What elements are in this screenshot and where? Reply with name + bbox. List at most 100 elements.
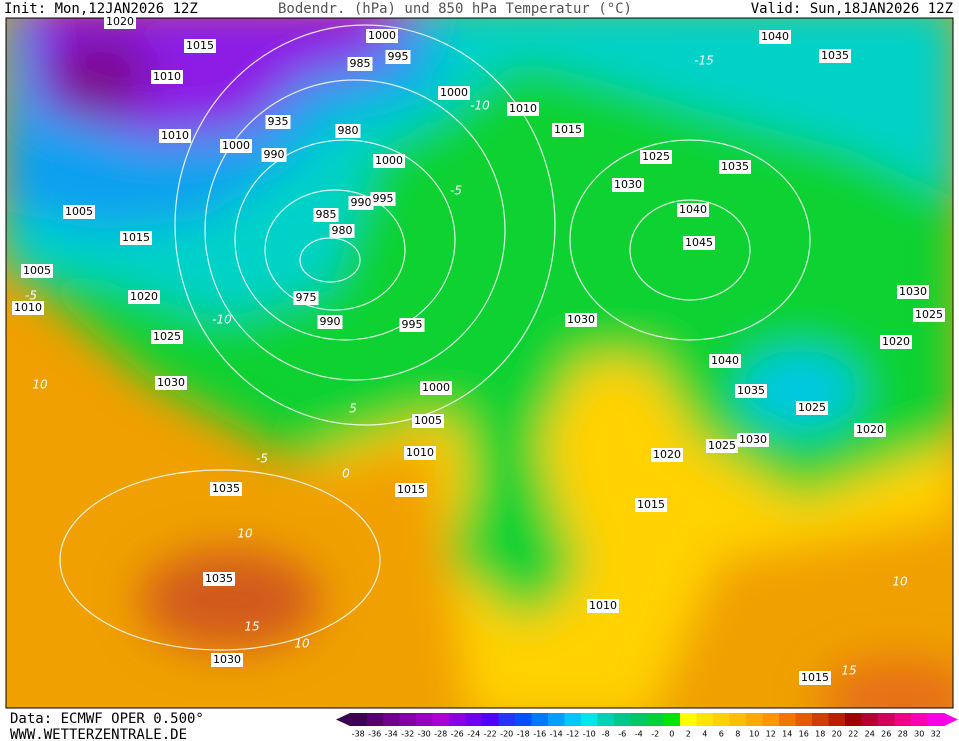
isobar-label: 1030	[157, 376, 185, 389]
isobar-label: 1010	[161, 129, 189, 142]
isobar-label-box	[317, 315, 343, 329]
isobar-label-box	[211, 653, 243, 667]
legend-label: -16	[533, 730, 546, 739]
isobar-label: 1035	[821, 49, 849, 62]
map-labels: 1020101510101010100099093510009859951000…	[12, 15, 945, 685]
isobar-label-box	[395, 483, 427, 497]
isobar-label: 1010	[509, 102, 537, 115]
temperature-label: 10	[892, 575, 908, 589]
temperature-label: 15	[244, 620, 259, 634]
isobar-label: 1025	[798, 401, 826, 414]
legend-swatch	[482, 713, 499, 726]
legend-swatch	[647, 713, 664, 726]
isobar-label-box	[759, 30, 791, 44]
legend-label: -14	[550, 730, 563, 739]
isobar-label: 1010	[406, 446, 434, 459]
isobar-label: 995	[373, 192, 394, 205]
legend-label: -24	[467, 730, 480, 739]
isobar-label: 1015	[397, 483, 425, 496]
legend-swatch	[564, 713, 582, 726]
legend-label: 26	[881, 730, 891, 739]
isobar-label: 1015	[637, 498, 665, 511]
legend-swatch	[399, 713, 417, 726]
isobar-label-box	[210, 482, 242, 496]
isobar-label-box	[438, 86, 470, 100]
legend-swatch	[383, 713, 400, 726]
map-title: Bodendr. (hPa) und 850 hPa Temperatur (°…	[278, 1, 632, 17]
isobar-label-box	[366, 29, 398, 43]
legend-swatch	[713, 713, 730, 726]
isobar-label: 1025	[708, 439, 736, 452]
legend-label: 12	[766, 730, 776, 739]
isobar-label-box	[709, 354, 741, 368]
temperature-label: -10	[212, 313, 232, 327]
isobar-label: 1025	[642, 150, 670, 163]
isobar-label: 1000	[222, 139, 250, 152]
temperature-label: 10	[294, 637, 310, 651]
isobar-label-box	[677, 203, 709, 217]
isobar-label-box	[184, 39, 216, 53]
temperature-label: -5	[256, 452, 268, 466]
isobar-label-box	[261, 148, 287, 162]
isobar-label: 1030	[213, 653, 241, 666]
temperature-label: -5	[450, 184, 462, 198]
isobar-label-box	[507, 102, 539, 116]
legend-label: -8	[602, 730, 610, 739]
isobar-label: 1030	[614, 178, 642, 191]
isobar-label: 1025	[153, 330, 181, 343]
isobar-label-box	[203, 572, 235, 586]
legend-label: 16	[799, 730, 809, 739]
isobar-label-box	[293, 291, 319, 305]
isobar-label: 1045	[685, 236, 713, 249]
website: WWW.WETTERZENTRALE.DE	[10, 727, 187, 741]
isobar-label: 990	[264, 148, 285, 161]
legend-label: -32	[401, 730, 414, 739]
isobar-label-box	[565, 313, 597, 327]
isobar-label: 1000	[375, 154, 403, 167]
color-legend: -38 -36 -34 -32 -30 -28 -26 -24 -22 -20 -18 -16 -14-…	[336, 713, 958, 739]
legend-label: -30	[418, 730, 431, 739]
isobar-label: 1000	[440, 86, 468, 99]
isobar-label: 1030	[899, 285, 927, 298]
isobar-label-box	[854, 423, 886, 437]
isobar-label-box	[587, 599, 619, 613]
temperature-label: 10	[237, 527, 253, 541]
isobar-label: 935	[268, 115, 289, 128]
legend-label: -28	[434, 730, 447, 739]
isobar-label-box	[21, 264, 53, 278]
isobar-label-box	[335, 124, 361, 138]
isobar-label-box	[552, 123, 584, 137]
legend-label: 14	[782, 730, 792, 739]
isobar-label: 995	[402, 318, 423, 331]
temperature-label: -10	[470, 99, 490, 113]
isobar-label: 1005	[414, 414, 442, 427]
legend-label: 20	[832, 730, 842, 739]
legend-label: 2	[686, 730, 691, 739]
legend-swatch	[597, 713, 615, 726]
isobar-label-box	[635, 498, 667, 512]
legend-label: -2	[651, 730, 659, 739]
isobar-label-box	[265, 115, 291, 129]
isobar-label: 990	[320, 315, 341, 328]
legend-swatch	[746, 713, 763, 726]
legend-swatch	[581, 713, 598, 726]
legend-label: -22	[484, 730, 497, 739]
isobar-label: 1025	[915, 308, 943, 321]
legend-label: -12	[566, 730, 579, 739]
isobar-label: 1005	[23, 264, 51, 277]
isobar-label: 1010	[589, 599, 617, 612]
isobar-label-box	[373, 154, 405, 168]
isobar-label: 985	[350, 57, 371, 70]
isobar-label: 1035	[737, 384, 765, 397]
legend-swatch	[515, 713, 532, 726]
legend-swatch	[762, 713, 780, 726]
isobar-label: 1020	[106, 15, 134, 28]
isobar-label-box	[399, 318, 425, 332]
isobar-label: 1015	[122, 231, 150, 244]
legend-arrow-high	[944, 713, 958, 726]
legend-swatch	[696, 713, 714, 726]
isobar-label: 1040	[761, 30, 789, 43]
isobar-label-box	[897, 285, 929, 299]
valid-time: Valid: Sun,18JAN2026 12Z	[751, 1, 953, 17]
